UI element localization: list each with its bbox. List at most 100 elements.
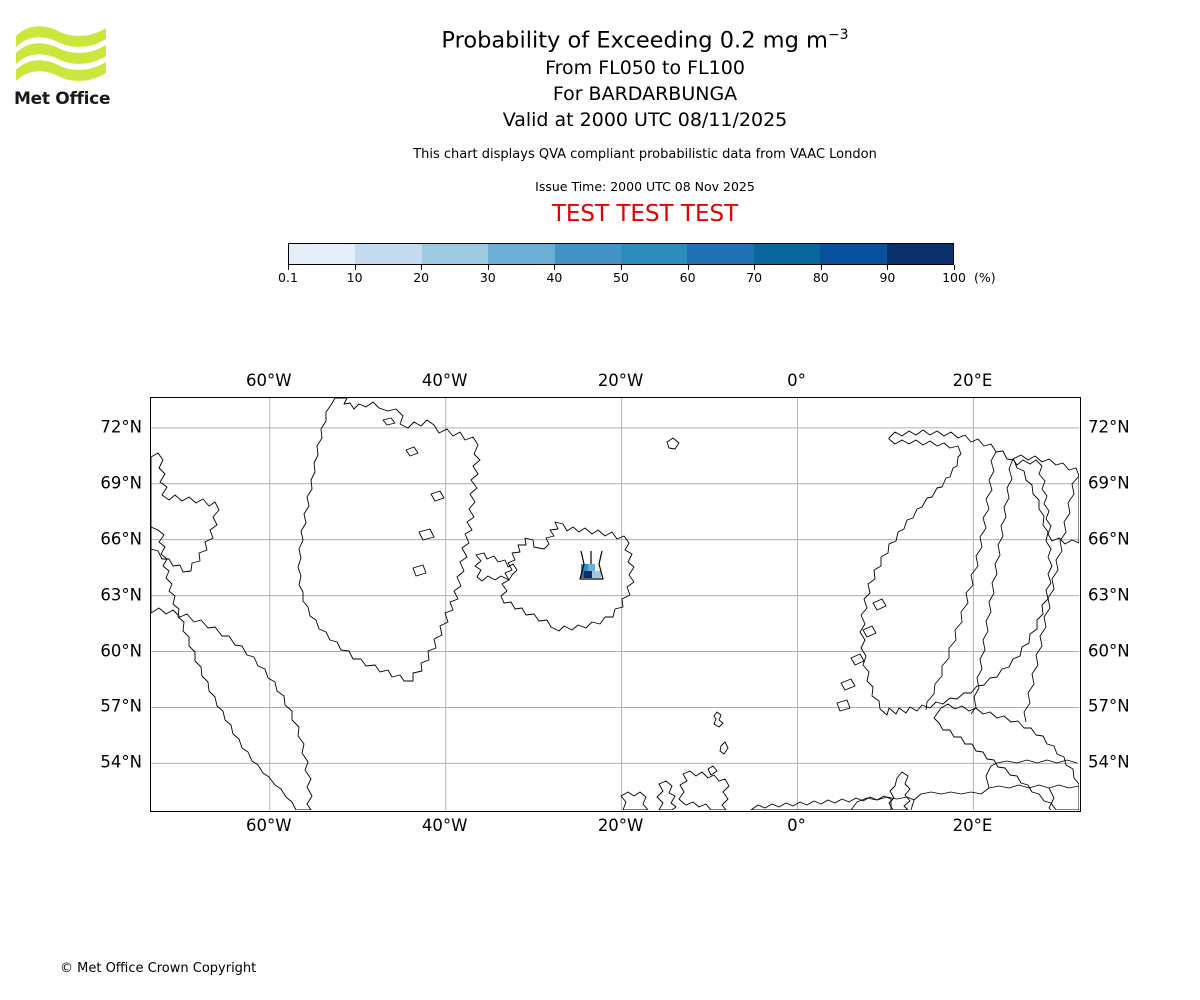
lat-label-right-5: 57°N [1088, 696, 1130, 716]
test-banner: TEST TEST TEST [551, 200, 739, 227]
issue-time: Issue Time: 2000 UTC 08 Nov 2025 [535, 178, 755, 194]
met-office-logo: Met Office [14, 22, 124, 117]
colorbar-band-5 [621, 244, 688, 264]
lat-label-left-6: 54°N [100, 752, 142, 772]
page-title: Probability of Exceeding 0.2 mg m−3 [130, 22, 1160, 55]
colorbar-tick-label-1: 10 [346, 270, 363, 285]
border-baltic-east [985, 762, 998, 789]
colorbar-tick-mark-4 [554, 265, 556, 270]
border-estonia-latvia [996, 759, 1078, 764]
lon-label-top-4: 20°E [952, 371, 993, 390]
lat-label-left-3: 63°N [100, 585, 142, 605]
lon-label-top-2: 20°W [597, 371, 644, 390]
coastline-iceland [500, 521, 635, 632]
map-svg [151, 398, 1079, 810]
lat-label-right-1: 69°N [1088, 473, 1130, 493]
colorbar-tick-label-2: 20 [413, 270, 430, 285]
lon-label-bottom-4: 20°E [952, 816, 993, 835]
coastline-great-britain [656, 770, 730, 810]
lat-label-left-4: 60°N [100, 641, 142, 661]
valid-time-subtitle: Valid at 2000 UTC 08/11/2025 [502, 108, 788, 131]
colorbar-tick-mark-10 [954, 265, 955, 270]
colorbar-tick-label-3: 30 [479, 270, 496, 285]
border-norway-sweden [925, 451, 997, 711]
lat-label-right-0: 72°N [1088, 417, 1130, 437]
colorbar-band-7 [753, 244, 821, 264]
border-germany-south [850, 796, 915, 810]
colorbar-tick-label-9: 90 [879, 270, 896, 285]
colorbar-band-2 [421, 244, 489, 264]
colorbar-band-4 [554, 244, 622, 264]
coastline-faroe-islands [713, 711, 724, 728]
page-title-exponent: −3 [827, 27, 849, 43]
coastline-baltic [933, 703, 1079, 810]
colorbar-tick-label-0: 0.1 [278, 270, 298, 285]
colorbar-tick-mark-2 [421, 265, 423, 270]
colorbar-band-0 [289, 244, 356, 264]
coastline-scandinavia [859, 429, 1053, 716]
colorbar-tick-mark-8 [820, 265, 822, 270]
lat-label-left-1: 69°N [100, 473, 142, 493]
map-panel[interactable] [150, 397, 1081, 812]
coastline-finland-russia [1012, 454, 1079, 545]
lon-label-bottom-2: 20°W [597, 816, 644, 835]
colorbar-band-1 [355, 244, 422, 264]
lat-label-right-6: 54°N [1088, 752, 1130, 772]
lat-label-right-4: 60°N [1088, 641, 1130, 661]
lat-label-right-3: 63°N [1088, 585, 1130, 605]
ash-plume-cells [581, 564, 601, 578]
coastline-norway-fjords [836, 598, 887, 712]
lat-label-left-0: 72°N [100, 417, 142, 437]
coastline-shetland [707, 741, 729, 776]
lon-label-top-3: 0° [787, 371, 806, 390]
qva-disclaimer: This chart displays QVA compliant probab… [413, 146, 877, 162]
coastline-canada-baffin [151, 452, 220, 573]
coastline-iceland-westfjords [474, 552, 518, 582]
coastline-continental-europe [750, 795, 892, 810]
colorbar-bands [288, 243, 954, 265]
colorbar-band-6 [687, 244, 754, 264]
colorbar-tick-label-5: 50 [613, 270, 629, 285]
coastline-greenland [297, 398, 481, 682]
chart-header: Probability of Exceeding 0.2 mg m−3 From… [130, 22, 1160, 228]
colorbar-tick-mark-7 [754, 265, 756, 270]
copyright-notice: © Met Office Crown Copyright [60, 961, 257, 976]
probability-colorbar: 0.1 10 20 30 40 50 60 70 80 90 100 [278, 243, 966, 289]
colorbar-ticks: 0.1 10 20 30 40 50 60 70 80 90 100 [278, 265, 966, 289]
lon-label-top-1: 40°W [421, 371, 468, 390]
met-office-wave-mark [16, 26, 106, 81]
colorbar-tick-mark-5 [621, 265, 622, 270]
colorbar-tick-mark-1 [354, 265, 356, 270]
colorbar-tick-label-6: 60 [679, 270, 696, 285]
colorbar-tick-mark-6 [687, 265, 689, 270]
lat-label-left-5: 57°N [100, 696, 142, 716]
border-sweden-finland [970, 458, 1014, 715]
colorbar-tick-mark-9 [887, 265, 889, 270]
colorbar-tick-label-8: 80 [812, 270, 829, 285]
coastline-labrador [151, 526, 313, 810]
lon-label-bottom-3: 0° [787, 816, 806, 835]
lat-label-right-2: 66°N [1088, 529, 1130, 549]
colorbar-tick-label-10: 100 [942, 270, 966, 285]
coastline-jan-mayen [666, 437, 680, 450]
colorbar-unit-label: (%) [974, 270, 996, 285]
map-gridlines [151, 398, 1079, 810]
coastline-greenland-fjords [382, 417, 445, 577]
lat-label-left-2: 66°N [100, 529, 142, 549]
colorbar-tick-label-7: 70 [746, 270, 763, 285]
ash-plume-contour [579, 550, 604, 580]
coastline-denmark [888, 771, 911, 810]
border-latvia-lithuania [988, 784, 1079, 789]
border-finland-russia [1023, 475, 1079, 723]
met-office-logo-text: Met Office [14, 89, 111, 109]
lon-label-bottom-0: 60°W [245, 816, 292, 835]
colorbar-band-3 [488, 244, 555, 264]
colorbar-band-9 [886, 244, 954, 264]
lon-label-top-0: 60°W [245, 371, 292, 390]
colorbar-tick-mark-0 [288, 265, 289, 270]
colorbar-tick-label-4: 40 [546, 270, 563, 285]
page-title-text: Probability of Exceeding 0.2 mg m [441, 27, 828, 54]
colorbar-tick-mark-3 [487, 265, 489, 270]
lon-label-bottom-1: 40°W [421, 816, 468, 835]
border-poland-germany [910, 787, 990, 810]
